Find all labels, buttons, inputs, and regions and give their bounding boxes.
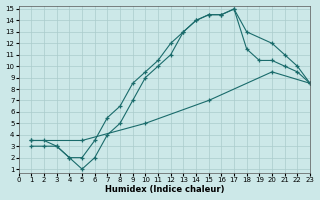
X-axis label: Humidex (Indice chaleur): Humidex (Indice chaleur) — [105, 185, 224, 194]
